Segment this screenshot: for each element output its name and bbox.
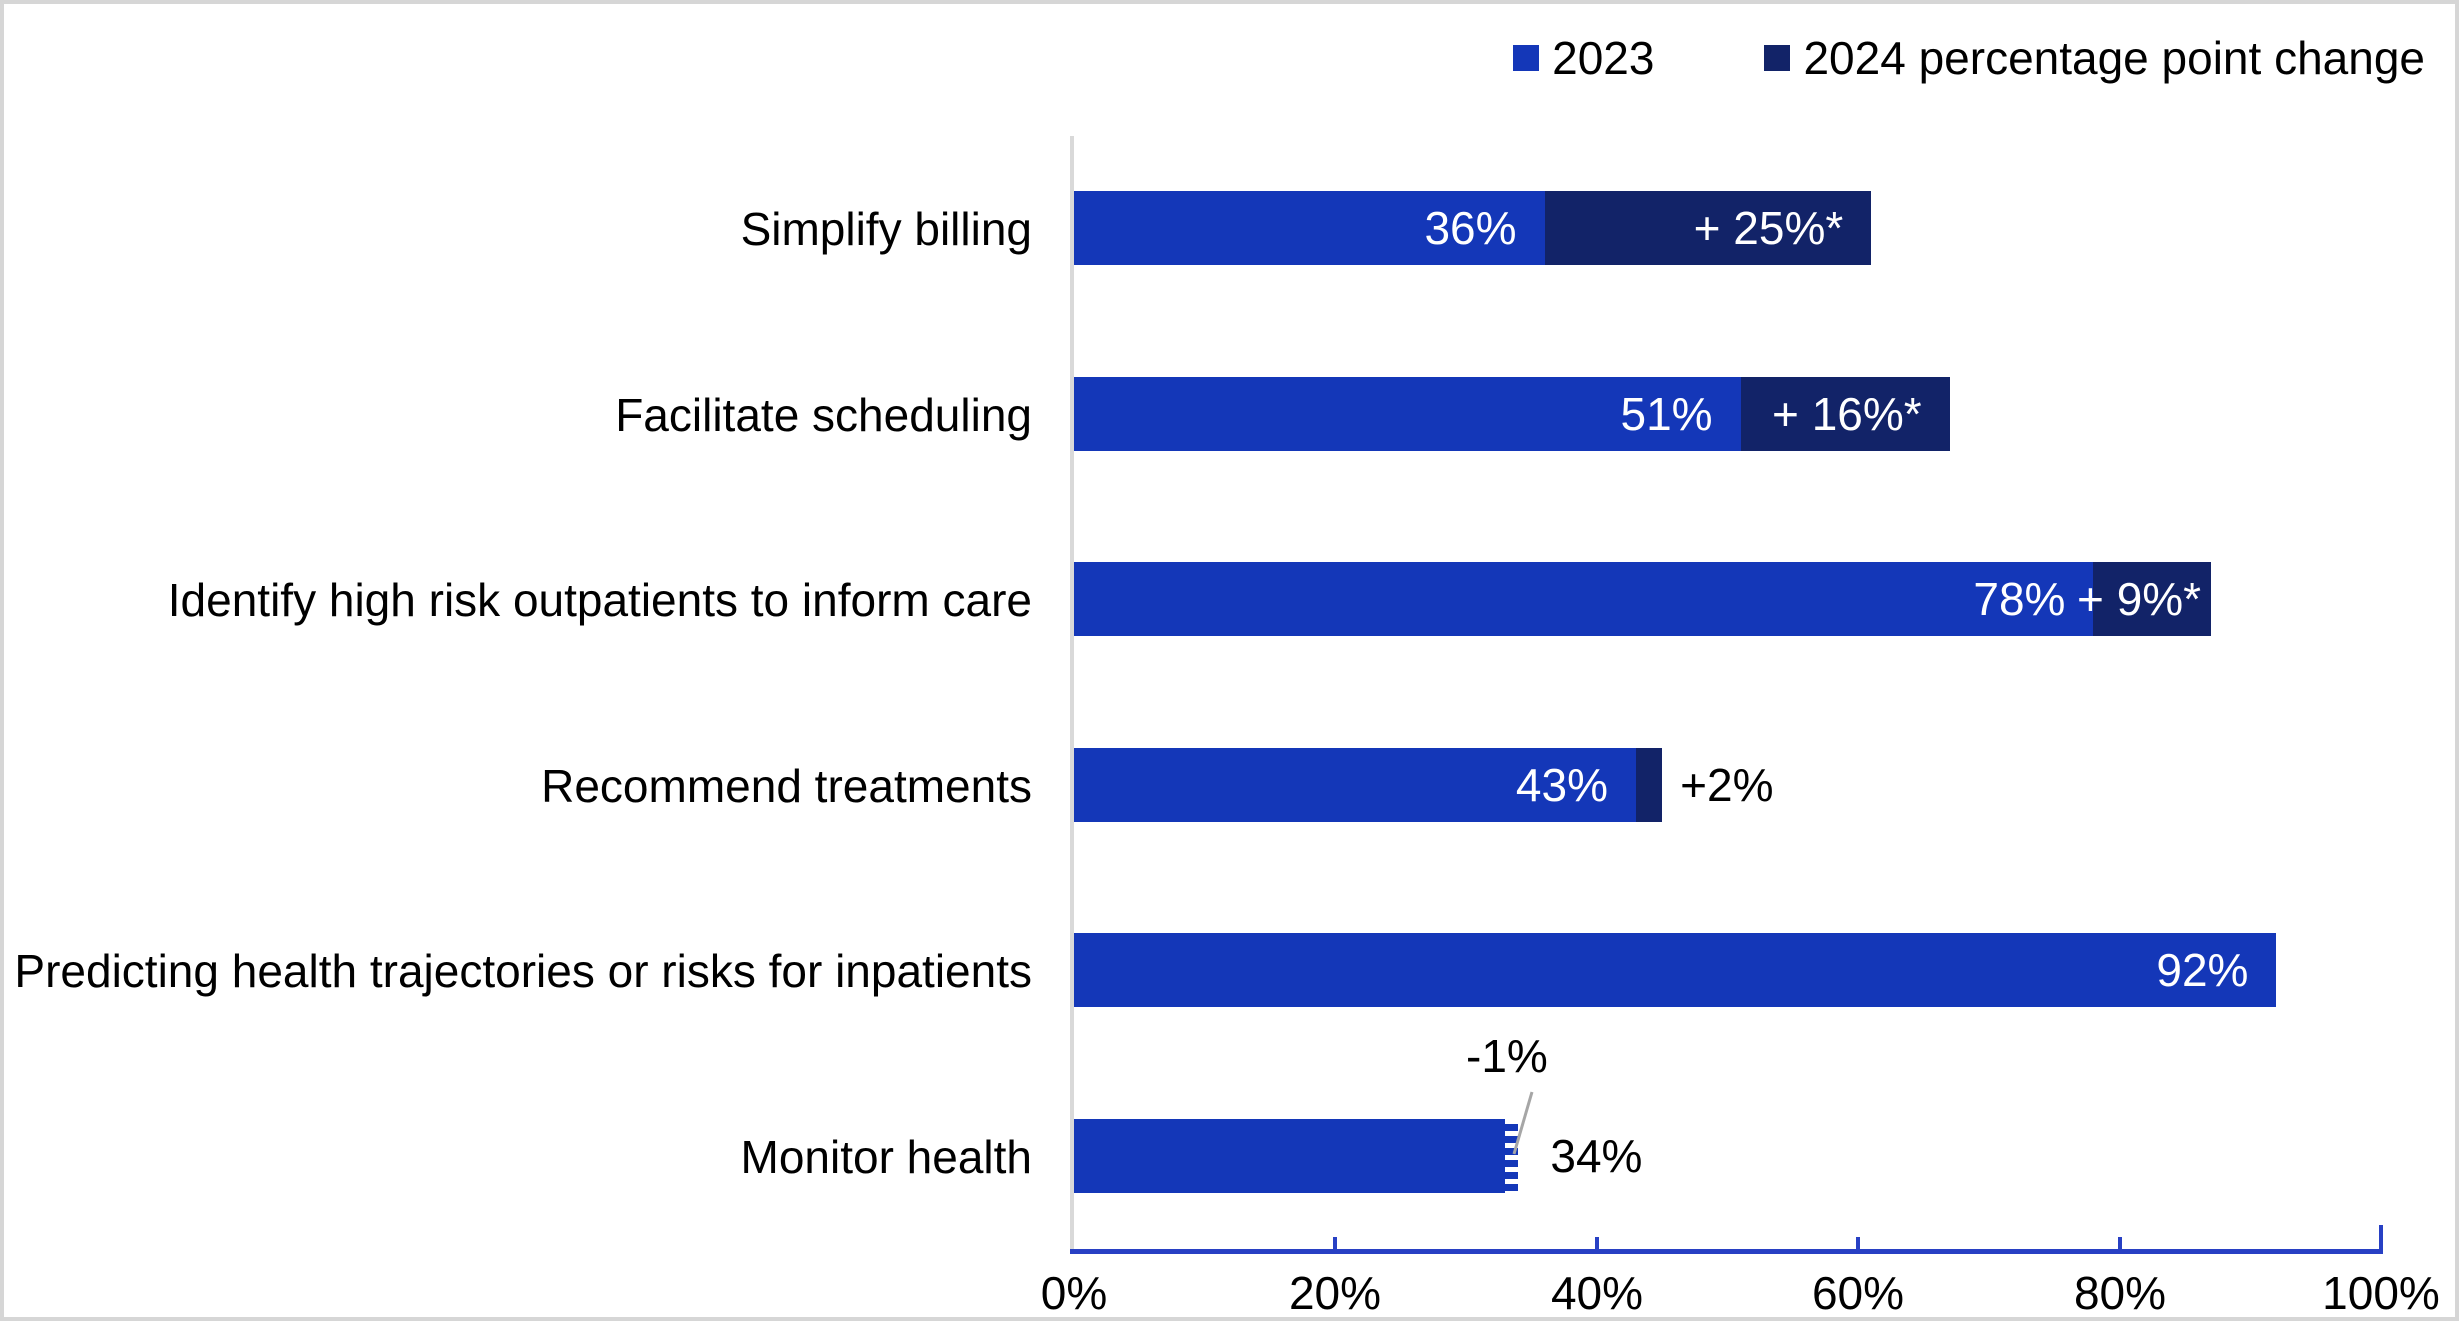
legend: 2023 2024 percentage point change	[1513, 32, 2425, 84]
legend-item-2024-change: 2024 percentage point change	[1764, 32, 2425, 84]
x-axis-label-0: 0%	[1040, 1267, 1108, 1319]
bar-segment-2023: 51%	[1074, 377, 1741, 451]
category-label: Monitor health	[740, 1131, 1033, 1183]
bar-track: 34%	[1074, 1119, 1642, 1193]
x-axis-tick-20	[1333, 1237, 1337, 1249]
legend-label-2024-change: 2024 percentage point change	[1803, 32, 2425, 84]
bar-segment-decrease-striped	[1505, 1119, 1519, 1193]
chart-row-predicting-health-trajectories: Predicting health trajectories or risks …	[4, 878, 2455, 1064]
bar-segment-2024-change	[1636, 748, 1663, 822]
x-axis-label-40: 40%	[1550, 1267, 1644, 1319]
legend-swatch-2023-icon	[1513, 45, 1540, 71]
x-axis-line	[1070, 1249, 2383, 1254]
bar-segment-2023	[1074, 1119, 1506, 1193]
category-label: Identify high risk outpatients to inform…	[167, 574, 1032, 626]
y-axis-baseline	[1070, 136, 1074, 1254]
chart-row-simplify-billing: Simplify billing 36% + 25%*	[4, 136, 2455, 322]
bar-segment-2023: 92%	[1074, 933, 2277, 1007]
bar-segment-2023: 43%	[1074, 748, 1636, 822]
bar-change-label-outside: +2%	[1680, 759, 1774, 811]
legend-label-2023: 2023	[1552, 32, 1655, 84]
bar-value-label-2023: 51%	[1620, 388, 1713, 440]
chart-row-facilitate-scheduling: Facilitate scheduling 51% + 16%*	[4, 322, 2455, 508]
bar-track: 43% +2%	[1074, 748, 1773, 822]
bar-segment-2023: 36%	[1074, 191, 1545, 265]
bar-value-label-2023: 36%	[1424, 202, 1517, 254]
chart-row-identify-high-risk-outpatients: Identify high risk outpatients to inform…	[4, 507, 2455, 693]
category-label: Simplify billing	[740, 203, 1032, 255]
bar-value-label-2023: 43%	[1515, 759, 1608, 811]
x-axis-tick-60	[1856, 1237, 1860, 1249]
bar-track: 92%	[1074, 933, 2277, 1007]
decrease-callout-label: -1%	[1466, 1030, 1548, 1082]
legend-item-2023: 2023	[1513, 32, 1654, 84]
bar-value-label-outside: 34%	[1550, 1130, 1643, 1182]
bar-track: 78% + 9%*	[1074, 562, 2212, 636]
x-axis-label-100: 100%	[2322, 1267, 2440, 1319]
x-axis-label-80: 80%	[2073, 1267, 2167, 1319]
x-axis-tick-80	[2118, 1237, 2122, 1249]
bar-value-label-2023: 92%	[2156, 944, 2249, 996]
x-axis-tick-40	[1595, 1237, 1599, 1249]
bar-change-label: + 16%*	[1772, 388, 1922, 440]
bar-change-label: + 25%*	[1693, 202, 1844, 254]
legend-swatch-2024-change-icon	[1764, 45, 1791, 71]
bar-track: 36% + 25%*	[1074, 191, 1872, 265]
bar-segment-2024-change: + 25%*	[1544, 191, 1872, 265]
chart-row-monitor-health: Monitor health 34%	[4, 1064, 2455, 1250]
category-label: Recommend treatments	[541, 760, 1032, 812]
bar-segment-2024-change: + 9%*	[2077, 562, 2212, 636]
bar-segment-2023: 78%	[1074, 562, 2094, 636]
x-axis-tick-100	[2379, 1225, 2383, 1249]
bar-segment-2024-change: + 16%*	[1740, 377, 1950, 451]
category-label: Predicting health trajectories or risks …	[14, 945, 1032, 997]
x-axis-label-20: 20%	[1288, 1267, 1382, 1319]
bar-value-label-2023: 78%	[1973, 573, 2066, 625]
chart-row-recommend-treatments: Recommend treatments 43% +2%	[4, 693, 2455, 879]
category-label: Facilitate scheduling	[615, 389, 1032, 441]
bar-track: 51% + 16%*	[1074, 377, 1950, 451]
bar-change-label: + 9%*	[2077, 573, 2202, 625]
x-axis-label-60: 60%	[1811, 1267, 1905, 1319]
